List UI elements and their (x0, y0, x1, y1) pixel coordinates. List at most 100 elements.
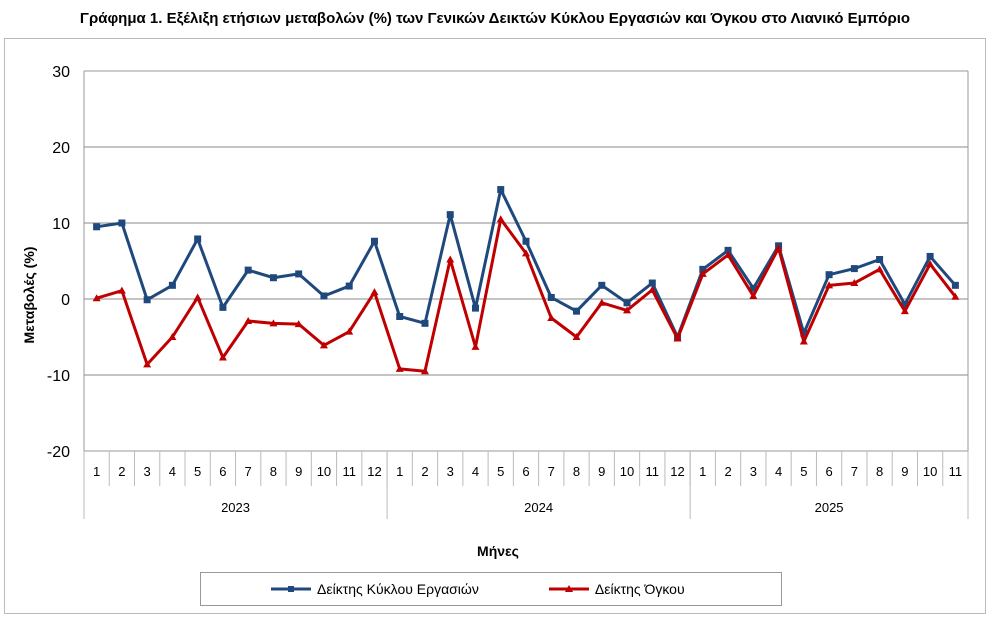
y-axis-title: Μεταβολές (%) (21, 247, 37, 344)
data-point (117, 286, 126, 294)
x-tick-label: 11 (949, 464, 963, 479)
legend-item-volume: Δείκτης Όγκου (548, 581, 685, 597)
data-point (825, 281, 834, 289)
data-point (623, 306, 632, 314)
x-tick-label: 8 (573, 464, 580, 479)
x-axis-title: Μήνες (477, 543, 519, 559)
chart-title: Γράφημα 1. Εξέλιξη ετήσιων μεταβολών (%)… (79, 10, 911, 27)
data-point (774, 244, 783, 252)
data-point (345, 327, 354, 335)
x-tick-label: 3 (447, 464, 454, 479)
data-point (698, 269, 707, 277)
x-tick-label: 12 (367, 464, 381, 479)
year-label: 2023 (221, 500, 250, 515)
data-point (825, 271, 833, 279)
data-point (799, 337, 808, 345)
chart-frame (4, 38, 986, 614)
year-label: 2024 (524, 500, 553, 515)
data-point (724, 246, 732, 254)
data-point (319, 341, 328, 349)
x-tick-label: 4 (169, 464, 176, 479)
data-point (92, 294, 101, 302)
y-tick-label: -10 (47, 368, 70, 385)
data-point (876, 255, 884, 263)
x-tick-label: 5 (497, 464, 504, 479)
y-tick-label: 30 (52, 64, 70, 81)
data-point (244, 317, 253, 325)
data-point (623, 299, 631, 307)
x-tick-label: 12 (670, 464, 684, 479)
x-tick-label: 8 (876, 464, 883, 479)
data-point (749, 291, 758, 299)
data-point (446, 211, 454, 219)
data-point (496, 215, 505, 223)
legend-swatch-volume (548, 585, 589, 592)
data-point (900, 307, 909, 315)
x-tick-label: 10 (620, 464, 634, 479)
data-point (875, 265, 884, 273)
data-point (673, 334, 682, 342)
data-point (446, 255, 455, 263)
y-tick-label: 0 (61, 292, 70, 309)
data-point (749, 284, 757, 292)
data-point (395, 364, 404, 372)
y-tick-label: 10 (52, 216, 70, 233)
data-point (218, 353, 227, 361)
data-point (93, 223, 101, 231)
legend-item-turnover: Δείκτης Κύκλου Εργασιών (271, 581, 479, 597)
x-tick-label: 7 (851, 464, 858, 479)
legend: Δείκτης Κύκλου Εργασιών Δείκτης Όγκου (200, 572, 782, 606)
legend-swatch-turnover (271, 586, 311, 592)
data-point (926, 260, 935, 268)
data-point (926, 252, 934, 260)
x-tick-label: 2 (421, 464, 428, 479)
data-point (396, 312, 404, 320)
data-point (597, 298, 606, 306)
series-line-0 (96, 188, 957, 339)
y-tick-label: -20 (47, 444, 70, 461)
data-point (951, 281, 959, 289)
data-point (547, 293, 555, 301)
data-point (497, 186, 505, 194)
data-point (850, 279, 859, 287)
data-point (901, 300, 909, 308)
data-point (143, 360, 152, 368)
x-tick-label: 6 (522, 464, 529, 479)
data-point (143, 296, 151, 304)
data-point (420, 367, 429, 375)
data-point (194, 235, 202, 243)
y-tick-label: 20 (52, 140, 70, 157)
data-point (471, 304, 479, 312)
legend-label-volume: Δείκτης Όγκου (594, 581, 685, 597)
x-tick-label: 3 (750, 464, 757, 479)
x-tick-label: 11 (646, 464, 660, 479)
data-point (648, 279, 656, 287)
x-tick-label: 6 (825, 464, 832, 479)
x-tick-label: 5 (194, 464, 201, 479)
x-tick-label: 4 (472, 464, 479, 479)
x-tick-label: 1 (396, 464, 403, 479)
x-tick-label: 7 (548, 464, 555, 479)
data-point (547, 314, 556, 321)
x-tick-label: 2 (724, 464, 731, 479)
year-label: 2025 (815, 500, 844, 515)
data-point (648, 285, 657, 293)
data-point (320, 292, 328, 300)
data-point (598, 281, 606, 289)
data-point (421, 319, 429, 327)
data-point (699, 265, 707, 273)
legend-label-turnover: Δείκτης Κύκλου Εργασιών (317, 581, 479, 597)
data-point (295, 270, 303, 278)
x-tick-label: 4 (775, 464, 782, 479)
x-tick-label: 7 (245, 464, 252, 479)
data-point (951, 292, 960, 300)
x-tick-label: 2 (118, 464, 125, 479)
data-point (800, 329, 808, 337)
x-tick-label: 9 (901, 464, 908, 479)
data-point (370, 237, 378, 245)
data-point (193, 293, 202, 301)
data-point (522, 249, 530, 257)
data-point (294, 320, 303, 328)
data-point (168, 281, 176, 289)
